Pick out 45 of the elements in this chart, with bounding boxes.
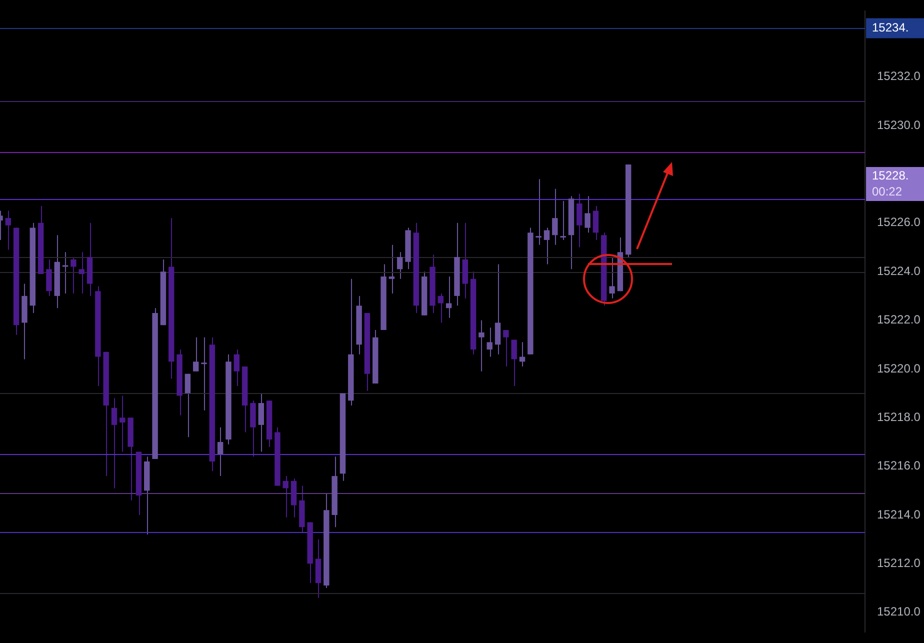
candlestick	[258, 392, 264, 452]
candlestick	[511, 339, 517, 386]
candlestick	[486, 327, 492, 358]
candlestick	[111, 398, 118, 489]
candlestick	[62, 252, 68, 294]
candlestick	[282, 476, 288, 518]
candlestick	[184, 373, 191, 438]
text: 00:22	[872, 184, 902, 198]
candlestick	[234, 348, 240, 386]
y-tick-label: 15214.0	[877, 507, 921, 522]
y-tick-label: 15210.0	[877, 604, 921, 619]
candlestick	[201, 336, 207, 411]
candlestick	[552, 188, 558, 246]
ref-line-label: 15234.	[872, 20, 909, 35]
y-tick-label: 15222.0	[877, 312, 921, 327]
candlestick	[560, 200, 566, 240]
y-tick-label: 15226.0	[877, 215, 921, 230]
y-tick-label: 15218.0	[877, 410, 921, 424]
candlestick	[217, 426, 224, 477]
y-tick-label: 15232.0	[877, 69, 921, 84]
candlestick	[494, 264, 501, 355]
candlestick	[438, 293, 444, 324]
text: 15228.	[872, 168, 909, 182]
candlestick	[446, 276, 452, 318]
candlestick	[120, 395, 126, 452]
candlestick	[609, 256, 615, 299]
candlestick	[592, 205, 599, 240]
candlestick	[503, 330, 509, 368]
y-tick-label: 15220.0	[877, 361, 921, 376]
candlestick	[478, 320, 484, 372]
candlestick	[46, 258, 52, 296]
candlestick	[397, 252, 403, 280]
y-tick-label: 15224.0	[877, 264, 921, 278]
candlestick	[584, 196, 590, 234]
y-tick-label: 15216.0	[877, 458, 921, 473]
candlestick	[544, 227, 550, 265]
y-tick-label: 15230.0	[877, 118, 921, 132]
candlestick	[576, 193, 582, 248]
candlestick	[5, 210, 12, 250]
candlestick	[388, 244, 395, 294]
candlestick	[536, 178, 542, 246]
candlestick	[192, 336, 199, 372]
candlestick	[70, 256, 76, 294]
y-tick-label: 15212.0	[877, 556, 921, 570]
candlestick	[78, 252, 84, 294]
